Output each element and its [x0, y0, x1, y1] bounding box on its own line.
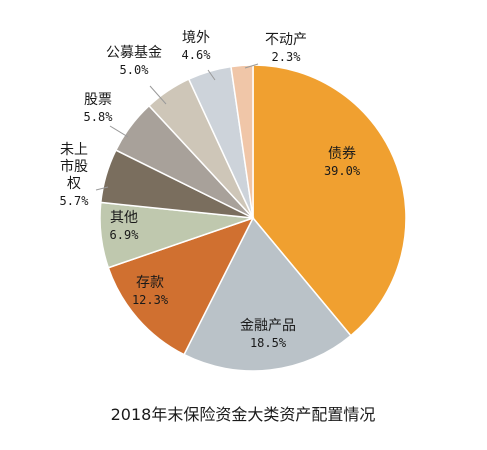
slice-value-6: 5.0% [120, 63, 150, 77]
slice-label-2: 存款 [136, 275, 164, 291]
slice-label-1: 金融产品 [240, 318, 296, 334]
slice-value-5: 5.8% [84, 110, 114, 124]
pie-slice-0 [252, 64, 407, 337]
slice-value-3: 6.9% [110, 228, 140, 242]
chart-title: 2018年末保险资金大类资产配置情况 [111, 405, 376, 424]
leader-line-5 [109, 125, 129, 138]
slice-label-8: 不动产 [265, 32, 307, 48]
slice-label-3: 其他 [110, 210, 138, 226]
slice-label-0: 债券 [328, 146, 356, 162]
leader-line-4 [95, 186, 109, 191]
slice-label-7: 境外 [182, 30, 210, 46]
slice-value-4: 5.7% [60, 194, 90, 208]
slice-value-0: 39.0% [324, 164, 361, 178]
pie-leader-lines [95, 63, 259, 191]
slice-value-1: 18.5% [250, 336, 287, 350]
leader-line-8 [244, 63, 259, 69]
slice-label-5: 股票 [84, 92, 112, 108]
pie-slices [99, 64, 407, 372]
slice-value-7: 4.6% [182, 48, 212, 62]
pie-slice-8 [230, 64, 254, 219]
leader-line-6 [149, 85, 167, 105]
slice-label-4-line-1: 市股 [60, 158, 88, 175]
pie-slice-1 [183, 216, 352, 372]
slice-label-4-line-0: 未上 [60, 142, 88, 158]
slice-label-4-line-2: 权 [67, 176, 81, 192]
slice-label-6: 公募基金 [106, 44, 162, 61]
pie-slice-2 [107, 216, 255, 356]
slice-value-2: 12.3% [132, 293, 169, 307]
leader-line-7 [207, 69, 216, 81]
slice-value-8: 2.3% [272, 50, 302, 64]
